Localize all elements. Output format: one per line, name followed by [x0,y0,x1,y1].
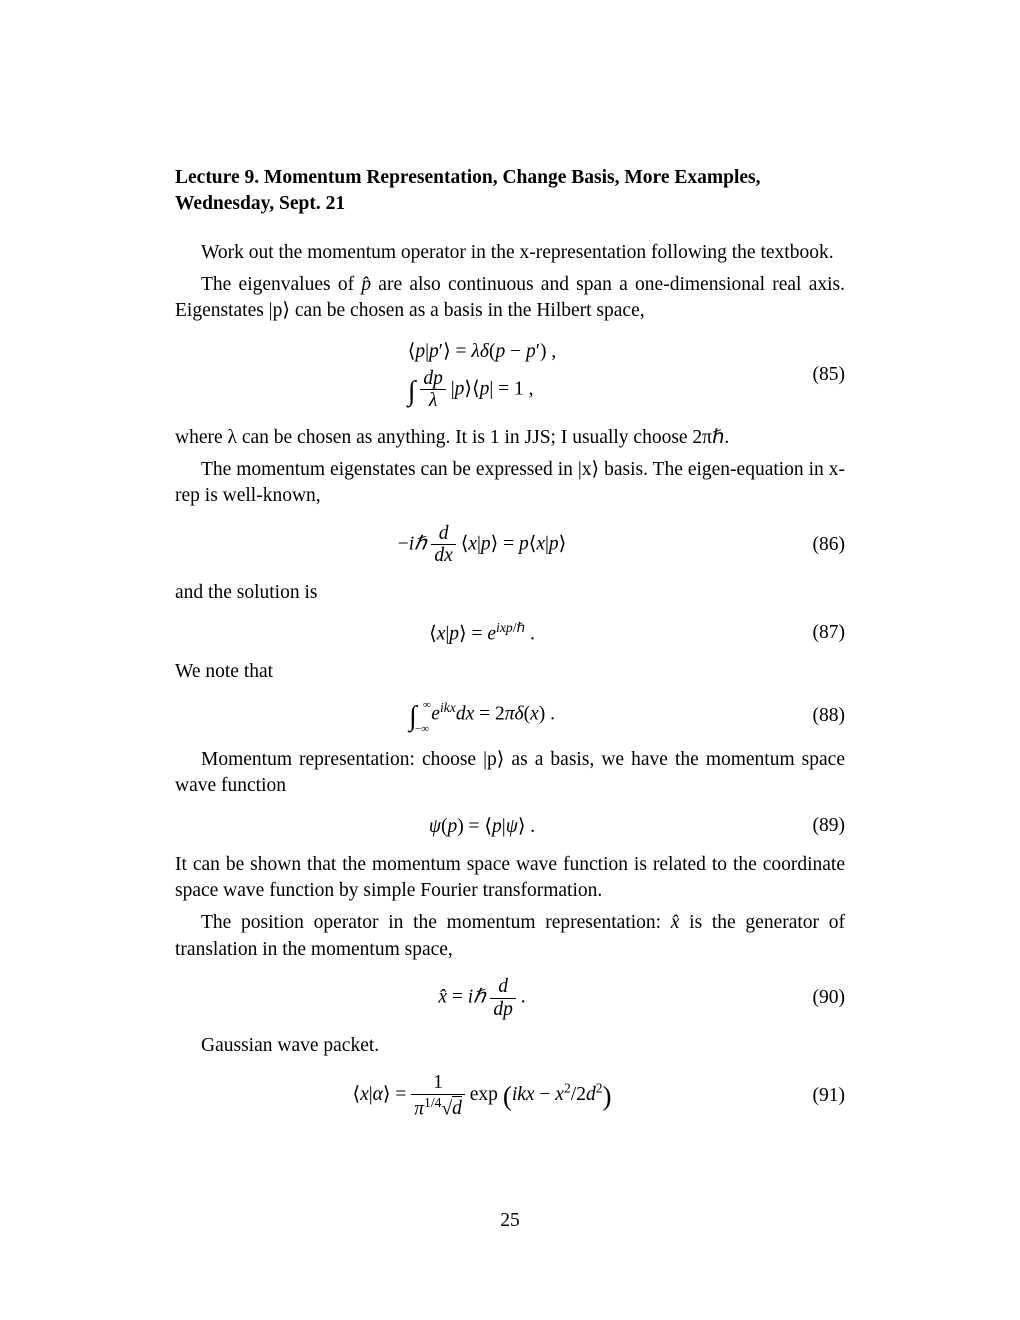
equation-90: x̂ = iℏ ddp . (90) [175,977,845,1019]
paragraph-4: The momentum eigenstates can be expresse… [175,457,845,510]
paragraph-7: Momentum representation: choose |p⟩ as a… [175,747,845,800]
eq88-num: (88) [789,705,845,727]
eq89-num: (89) [789,815,845,837]
equation-87: ⟨x|p⟩ = eixp/ℏ . (87) [175,620,845,646]
paragraph-9: The position operator in the momentum re… [175,910,845,963]
eq86-body: −iℏ ddx ⟨x|p⟩ = p⟨x|p⟩ [175,524,789,566]
para9a: The position operator in the momentum re… [201,912,671,933]
section-title: Lecture 9. Momentum Representation, Chan… [175,165,845,218]
page-number: 25 [0,1210,1020,1232]
page: Lecture 9. Momentum Representation, Chan… [0,0,1020,1320]
para1-text: Work out the momentum operator in the x-… [201,242,834,263]
eq91-num: (91) [789,1085,845,1107]
eq87-num: (87) [789,622,845,644]
paragraph-1: Work out the momentum operator in the x-… [175,240,845,266]
paragraph-3: where λ can be chosen as anything. It is… [175,425,845,451]
equation-88: ∫∞−∞ eikxdx = 2πδ(x) . (88) [175,700,845,734]
equation-89: ψ(p) = ⟨p|ψ⟩ . (89) [175,814,845,838]
equation-86: −iℏ ddx ⟨x|p⟩ = p⟨x|p⟩ (86) [175,524,845,566]
eq88-body: ∫∞−∞ eikxdx = 2πδ(x) . [175,700,789,734]
paragraph-5: and the solution is [175,580,845,606]
equation-91: ⟨x|α⟩ = 1π1/4√d exp (ikx − x2/2d2) (91) [175,1073,845,1119]
eq90-body: x̂ = iℏ ddp . [175,977,789,1019]
para2a: The eigenvalues of [201,274,361,295]
equation-85: ⟨p|p′⟩ = λδ(p − p′) , ∫ dpλ |p⟩⟨p| = 1 ,… [175,339,845,411]
eq85-num: (85) [789,364,845,386]
para3a: where λ can be chosen as anything. It is… [175,427,729,448]
eq85-body: ⟨p|p′⟩ = λδ(p − p′) , ∫ dpλ |p⟩⟨p| = 1 , [175,339,789,411]
eq89-body: ψ(p) = ⟨p|ψ⟩ . [175,814,789,838]
eq90-num: (90) [789,987,845,1009]
paragraph-10: Gaussian wave packet. [175,1033,845,1059]
eq86-num: (86) [789,534,845,556]
paragraph-6: We note that [175,659,845,685]
paragraph-2: The eigenvalues of p̂ are also continuou… [175,272,845,325]
eq91-body: ⟨x|α⟩ = 1π1/4√d exp (ikx − x2/2d2) [175,1073,789,1119]
paragraph-8: It can be shown that the momentum space … [175,852,845,905]
eq87-body: ⟨x|p⟩ = eixp/ℏ . [175,620,789,646]
